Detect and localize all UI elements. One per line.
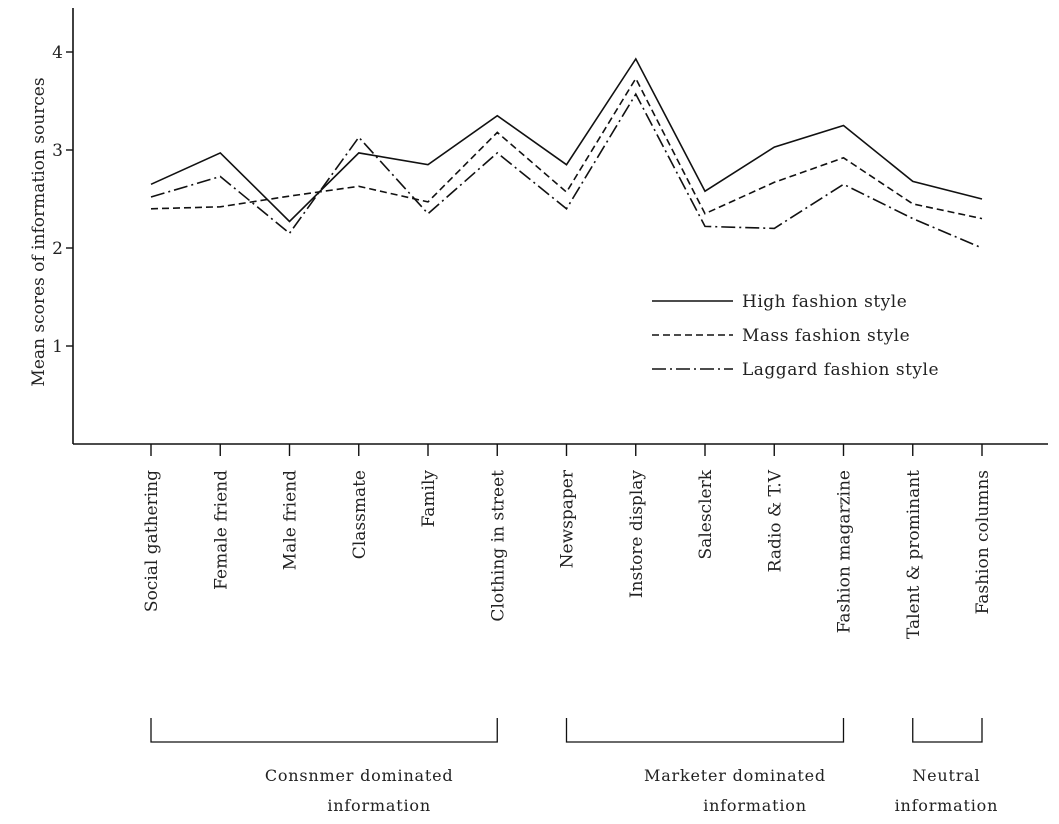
group-label-line2: information	[703, 796, 807, 815]
category-label: Fashion columns	[973, 470, 993, 614]
y-tick-label: 2	[52, 239, 63, 259]
y-tick-label: 4	[52, 43, 63, 63]
series-lines	[150, 57, 983, 249]
category-labels: Social gathering Female friend Male friend…	[142, 469, 993, 639]
legend: High fashion style Mass fashion style Lagg…	[652, 292, 939, 380]
category-label: Male friend	[281, 470, 301, 570]
legend-label: Mass fashion style	[742, 326, 910, 346]
axes: Mean scores of information sources	[29, 8, 1048, 456]
group-label: Consnmer dominated	[265, 766, 454, 785]
group-bracket	[150, 718, 498, 743]
category-label: Female friend	[211, 470, 231, 590]
category-label: Radio & T.V	[765, 469, 785, 572]
category-label: Newspaper	[558, 469, 578, 568]
category-label: Salesclerk	[696, 469, 716, 559]
group-label: Neutral	[912, 766, 980, 785]
group-bracket	[912, 718, 983, 743]
legend-label: Laggard fashion style	[742, 360, 939, 380]
y-ticks: 1 2 3 4	[52, 43, 73, 357]
group-label: Marketer dominated	[644, 766, 826, 785]
category-label: Clothing in street	[488, 470, 508, 622]
legend-label: High fashion style	[742, 292, 907, 312]
category-label: Family	[419, 470, 439, 528]
group-label-line2: information	[895, 796, 999, 815]
group-label-line2: information	[327, 796, 431, 815]
category-label: Classmate	[350, 470, 370, 559]
category-label: Fashion magarzine	[835, 470, 855, 633]
y-tick-label: 1	[52, 337, 63, 357]
group-bracket	[565, 718, 845, 743]
y-axis-title: Mean scores of information sources	[29, 77, 49, 386]
category-label: Instore display	[627, 470, 647, 599]
y-tick-label: 3	[52, 141, 63, 161]
category-groups: Consnmer dominated information Marketer do…	[150, 718, 999, 815]
category-label: Social gathering	[142, 470, 162, 612]
series-high-fashion-style	[150, 57, 983, 223]
series-mass-fashion-style	[150, 76, 983, 220]
category-label: Talent & prominant	[904, 470, 924, 639]
series-laggard-fashion-style	[150, 92, 983, 249]
